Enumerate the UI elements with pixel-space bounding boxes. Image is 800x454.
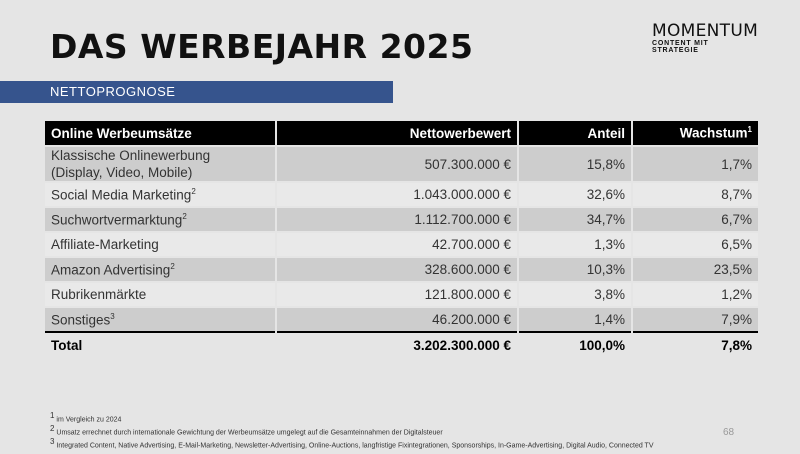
table-row: Amazon Advertising2 328.600.000 €10,3% 23,… bbox=[45, 256, 758, 282]
logo-tagline: CONTENT MIT STRATEGIE bbox=[652, 40, 709, 54]
footnote-number: 1 bbox=[50, 411, 55, 420]
page-number: 68 bbox=[723, 427, 735, 438]
row-growth: 7,9% bbox=[632, 306, 758, 332]
row-net-value: 507.300.000 € bbox=[276, 145, 519, 182]
row-growth: 1,7% bbox=[632, 145, 758, 182]
table-row: Rubrikenmärkte 121.800.000 €3,8% 1,2% bbox=[45, 281, 758, 307]
footnote-number: 3 bbox=[50, 436, 55, 446]
row-growth: 23,5% bbox=[632, 256, 758, 282]
footnote-ref: 2 bbox=[191, 186, 196, 196]
footnote-text: im Vergleich zu 2024 bbox=[56, 416, 122, 424]
category-label: Rubrikenmärkte bbox=[51, 287, 147, 302]
row-category: Amazon Advertising2 bbox=[45, 256, 277, 282]
footnote: 1 im Vergleich zu 2024 bbox=[50, 411, 700, 425]
subtitle: NETTOPROGNOSE bbox=[50, 84, 176, 99]
category-label: Amazon Advertising bbox=[51, 262, 171, 278]
row-share: 3,8% bbox=[518, 281, 633, 307]
total-growth: 7,8% bbox=[632, 331, 758, 357]
momentum-logo: MOMENTUM CONTENT MIT STRATEGIE bbox=[652, 21, 759, 54]
footnote-ref: 1 bbox=[747, 125, 752, 135]
footnote-ref: 2 bbox=[182, 211, 187, 221]
footnote: 3 Integrated Content, Native Advertising… bbox=[50, 436, 700, 451]
total-label: Total bbox=[45, 331, 277, 357]
footnote-ref: 3 bbox=[110, 311, 115, 321]
row-growth: 1,2% bbox=[632, 281, 758, 307]
row-growth: 8,7% bbox=[632, 181, 758, 207]
footnote-ref: 2 bbox=[170, 261, 175, 271]
row-net-value: 46.200.000 € bbox=[276, 306, 519, 332]
row-share: 10,3% bbox=[518, 256, 633, 282]
logo-main-text: MOMENTUM bbox=[652, 21, 759, 41]
row-net-value: 1.043.000.000 € bbox=[276, 181, 519, 207]
footnote-text: Integrated Content, Native Advertising, … bbox=[56, 441, 654, 449]
table-row: Social Media Marketing2 1.043.000.000 €32… bbox=[45, 181, 758, 207]
header-growth-label: Wachstum bbox=[679, 125, 748, 141]
row-share: 34,7% bbox=[518, 206, 633, 232]
row-net-value: 1.112.700.000 € bbox=[276, 206, 519, 232]
row-net-value: 42.700.000 € bbox=[276, 231, 519, 257]
revenue-table: Online Werbeumsätze Nettowerbewert Antei… bbox=[45, 121, 758, 357]
row-category: Suchwortvermarktung2 bbox=[45, 206, 277, 232]
row-net-value: 121.800.000 € bbox=[276, 281, 519, 307]
row-category: Affiliate-Marketing bbox=[45, 231, 277, 257]
row-category: Social Media Marketing2 bbox=[45, 181, 277, 207]
row-category: Sonstiges3 bbox=[45, 306, 277, 332]
row-growth: 6,7% bbox=[632, 206, 758, 232]
table-header-row: Online Werbeumsätze Nettowerbewert Antei… bbox=[45, 121, 758, 146]
header-category: Online Werbeumsätze bbox=[45, 121, 277, 146]
category-label: Affiliate-Marketing bbox=[51, 237, 159, 252]
row-share: 1,3% bbox=[518, 231, 633, 257]
header-share: Anteil bbox=[518, 121, 633, 146]
row-net-value: 328.600.000 € bbox=[276, 256, 519, 282]
row-growth: 6,5% bbox=[632, 231, 758, 257]
table-row: Klassische Onlinewerbung (Display, Video,… bbox=[45, 145, 758, 182]
header-net-value: Nettowerbewert bbox=[276, 121, 519, 146]
total-share: 100,0% bbox=[518, 331, 633, 357]
row-share: 15,8% bbox=[518, 145, 633, 182]
table-row: Suchwortvermarktung2 1.112.700.000 €34,7%… bbox=[45, 206, 758, 232]
page-title: DAS WERBEJAHR 2025 bbox=[50, 27, 474, 66]
footnote: 2 Umsatz errechnet durch internationale … bbox=[50, 423, 700, 438]
header-growth: Wachstum1 bbox=[632, 121, 758, 146]
row-share: 32,6% bbox=[518, 181, 633, 207]
footnotes: 1 im Vergleich zu 2024 2 Umsatz errechnet… bbox=[50, 411, 700, 451]
category-label: Suchwortvermarktung bbox=[51, 212, 183, 228]
footnote-number: 2 bbox=[50, 423, 55, 433]
table-total-row: Total 3.202.300.000 €100,0% 7,8% bbox=[45, 331, 758, 357]
row-category: Rubrikenmärkte bbox=[45, 281, 277, 307]
row-share: 1,4% bbox=[518, 306, 633, 332]
row-category: Klassische Onlinewerbung (Display, Video,… bbox=[45, 145, 277, 182]
footnote-text: Umsatz errechnet durch internationale Ge… bbox=[56, 429, 443, 437]
category-label: Klassische Onlinewerbung bbox=[51, 148, 211, 163]
table-row: Affiliate-Marketing 42.700.000 €1,3% 6,5% bbox=[45, 231, 758, 257]
category-label: Sonstiges bbox=[51, 312, 111, 328]
subtitle-bar: NETTOPROGNOSE bbox=[0, 81, 393, 103]
category-label-detail: (Display, Video, Mobile) bbox=[51, 165, 193, 180]
table-row: Sonstiges3 46.200.000 €1,4% 7,9% bbox=[45, 306, 758, 332]
category-label: Social Media Marketing bbox=[51, 187, 192, 203]
total-net-value: 3.202.300.000 € bbox=[276, 331, 519, 357]
